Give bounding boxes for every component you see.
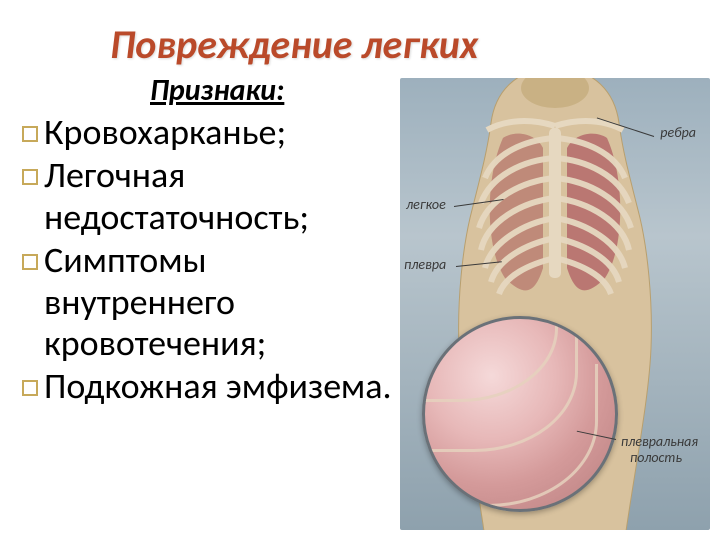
slide-subtitle: Признаки: <box>150 72 284 109</box>
square-bullet-icon <box>22 254 38 270</box>
label-pleura: плевра <box>404 256 446 273</box>
list-item: Кровохарканье; <box>22 112 402 153</box>
list-item: Симптомы внутреннего кровотечения; <box>22 240 402 364</box>
list-item: Легочная недостаточность; <box>22 155 402 238</box>
square-bullet-icon <box>22 380 38 396</box>
mag-rib <box>422 364 598 507</box>
magnifier-inset <box>422 316 618 512</box>
list-item-text: Легочная недостаточность; <box>44 155 402 238</box>
list-item: Подкожная эмфизема. <box>22 366 402 407</box>
anatomy-figure: ребра легкое плевра плевральная полость <box>400 78 710 530</box>
slide: Повреждение легких Признаки: Кровохаркан… <box>0 0 720 540</box>
list-item-text: Подкожная эмфизема. <box>44 366 392 407</box>
slide-title: Повреждение легких <box>110 20 478 69</box>
label-pleural-cavity-1: плевральная <box>621 433 698 450</box>
list-item-text: Симптомы внутреннего кровотечения; <box>44 240 402 364</box>
square-bullet-icon <box>22 169 38 185</box>
bullet-list: Кровохарканье; Легочная недостаточность;… <box>22 112 402 410</box>
label-ribs: ребра <box>660 124 696 141</box>
label-pleural-cavity-2: полость <box>630 449 682 466</box>
label-lung: легкое <box>406 196 446 213</box>
list-item-text: Кровохарканье; <box>44 112 286 153</box>
square-bullet-icon <box>22 126 38 142</box>
